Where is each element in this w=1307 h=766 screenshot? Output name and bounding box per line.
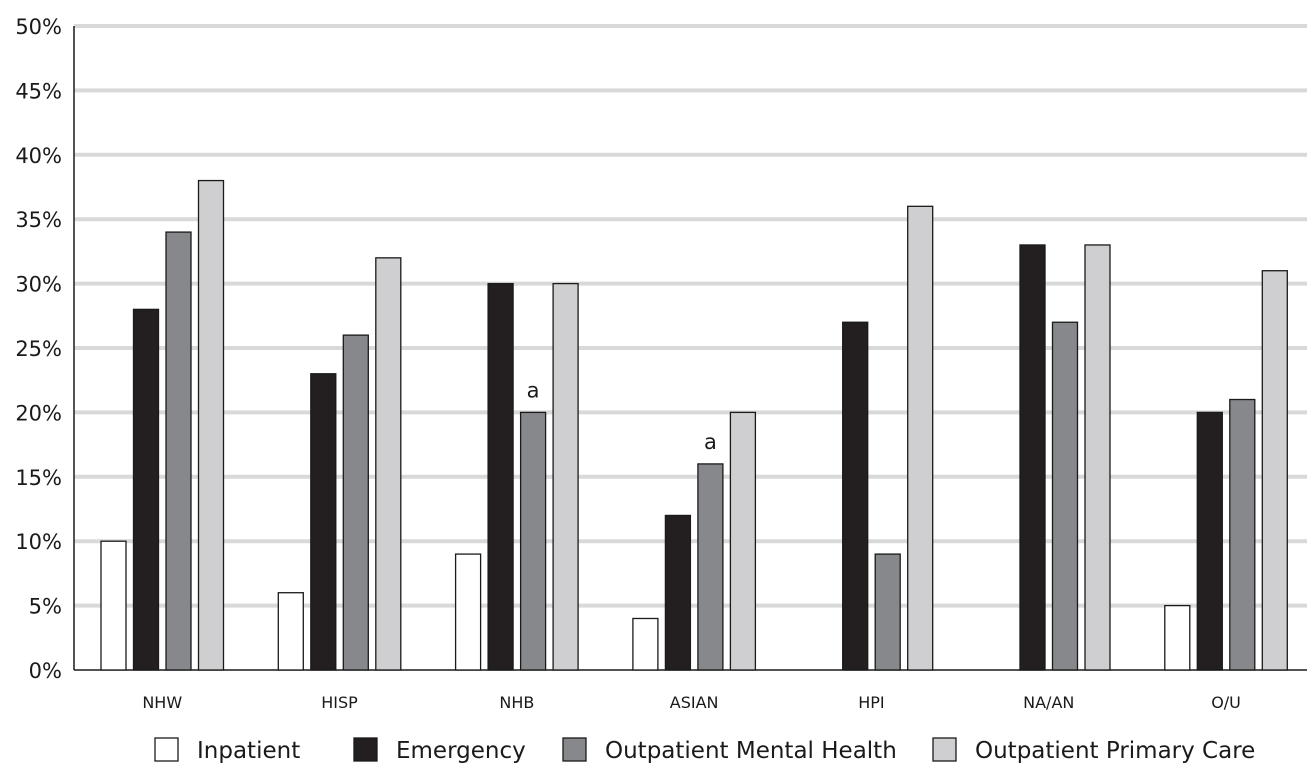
- bar-nhb-outpatient-primary-care: [552, 282, 579, 671]
- bar-nhw-emergency: [132, 308, 160, 671]
- bar-hisp-inpatient: [277, 592, 304, 671]
- x-tick-label-o-u: O/U: [1211, 693, 1241, 712]
- y-tick-label-5: 5%: [29, 595, 62, 619]
- bar-o-u-outpatient-primary-care: [1261, 270, 1288, 671]
- bar-nhb-inpatient: [454, 553, 482, 671]
- bar-hisp-emergency: [310, 373, 337, 671]
- bar-nhw-inpatient: [100, 540, 127, 671]
- bar-asian-inpatient: [632, 617, 659, 671]
- x-tick-label-nhb: NHB: [499, 693, 534, 712]
- legend-swatch-outpatient-mental-health: [562, 737, 587, 762]
- y-tick-labels: 0% 5% 10% 15% 20% 25% 30% 35% 40% 45% 50%: [15, 15, 62, 683]
- legend-label-outpatient-primary-care: Outpatient Primary Care: [975, 738, 1255, 764]
- bar-nhb-emergency: [487, 282, 514, 671]
- y-tick-label-50: 50%: [15, 15, 62, 39]
- bar-hpi-outpatient-primary-care: [907, 205, 934, 671]
- legend-label-inpatient: Inpatient: [197, 738, 300, 764]
- x-tick-label-nhw: NHW: [142, 693, 182, 712]
- legend-label-emergency: Emergency: [396, 738, 526, 764]
- legend-swatch-inpatient: [154, 737, 179, 762]
- y-tick-label-30: 30%: [15, 273, 62, 297]
- bar-hisp-outpatient-mental-health: [342, 334, 369, 671]
- y-tick-label-35: 35%: [15, 208, 62, 232]
- bar-hpi-emergency: [842, 321, 869, 671]
- bar-asian-outpatient-mental-health: [697, 463, 724, 671]
- bar-asian-emergency: [664, 514, 692, 671]
- x-tick-label-hpi: HPI: [858, 693, 884, 712]
- x-tick-label-hisp: HISP: [321, 693, 358, 712]
- bar-na-an-emergency: [1019, 244, 1046, 671]
- legend-swatch-outpatient-primary-care: [932, 737, 957, 762]
- legend-swatch-emergency: [353, 737, 378, 762]
- bar-o-u-emergency: [1196, 411, 1223, 671]
- y-tick-label-40: 40%: [15, 144, 62, 168]
- y-tick-label-10: 10%: [15, 530, 62, 554]
- y-tick-label-25: 25%: [15, 337, 62, 361]
- gridlines: [74, 24, 1307, 608]
- bar-o-u-inpatient: [1164, 604, 1191, 671]
- y-tick-label-20: 20%: [15, 401, 62, 425]
- bar-nhb-outpatient-mental-health: [519, 411, 547, 671]
- bars: [100, 179, 1288, 671]
- y-tick-label-15: 15%: [15, 466, 62, 490]
- bar-na-an-outpatient-mental-health: [1051, 321, 1079, 671]
- legend: Inpatient Emergency Outpatient Mental Heal…: [154, 737, 1255, 764]
- annotations: aa: [527, 378, 717, 454]
- bar-asian-outpatient-primary-care: [729, 411, 757, 671]
- bar-hpi-outpatient-mental-health: [874, 553, 901, 671]
- annotation-asian: a: [704, 430, 717, 454]
- x-tick-label-asian: ASIAN: [670, 693, 719, 712]
- bar-na-an-outpatient-primary-care: [1084, 244, 1111, 671]
- bar-hisp-outpatient-primary-care: [375, 257, 402, 671]
- x-tick-labels: NHW HISP NHB ASIAN HPI NA/AN O/U: [142, 693, 1241, 712]
- bar-nhw-outpatient-primary-care: [197, 179, 225, 671]
- bar-o-u-outpatient-mental-health: [1229, 398, 1256, 671]
- legend-label-outpatient-mental-health: Outpatient Mental Health: [605, 738, 897, 764]
- bar-nhw-outpatient-mental-health: [165, 231, 192, 671]
- x-tick-label-na-an: NA/AN: [1023, 693, 1074, 712]
- annotation-nhb: a: [527, 378, 540, 402]
- y-tick-label-0: 0%: [29, 659, 62, 683]
- y-tick-label-45: 45%: [15, 79, 62, 103]
